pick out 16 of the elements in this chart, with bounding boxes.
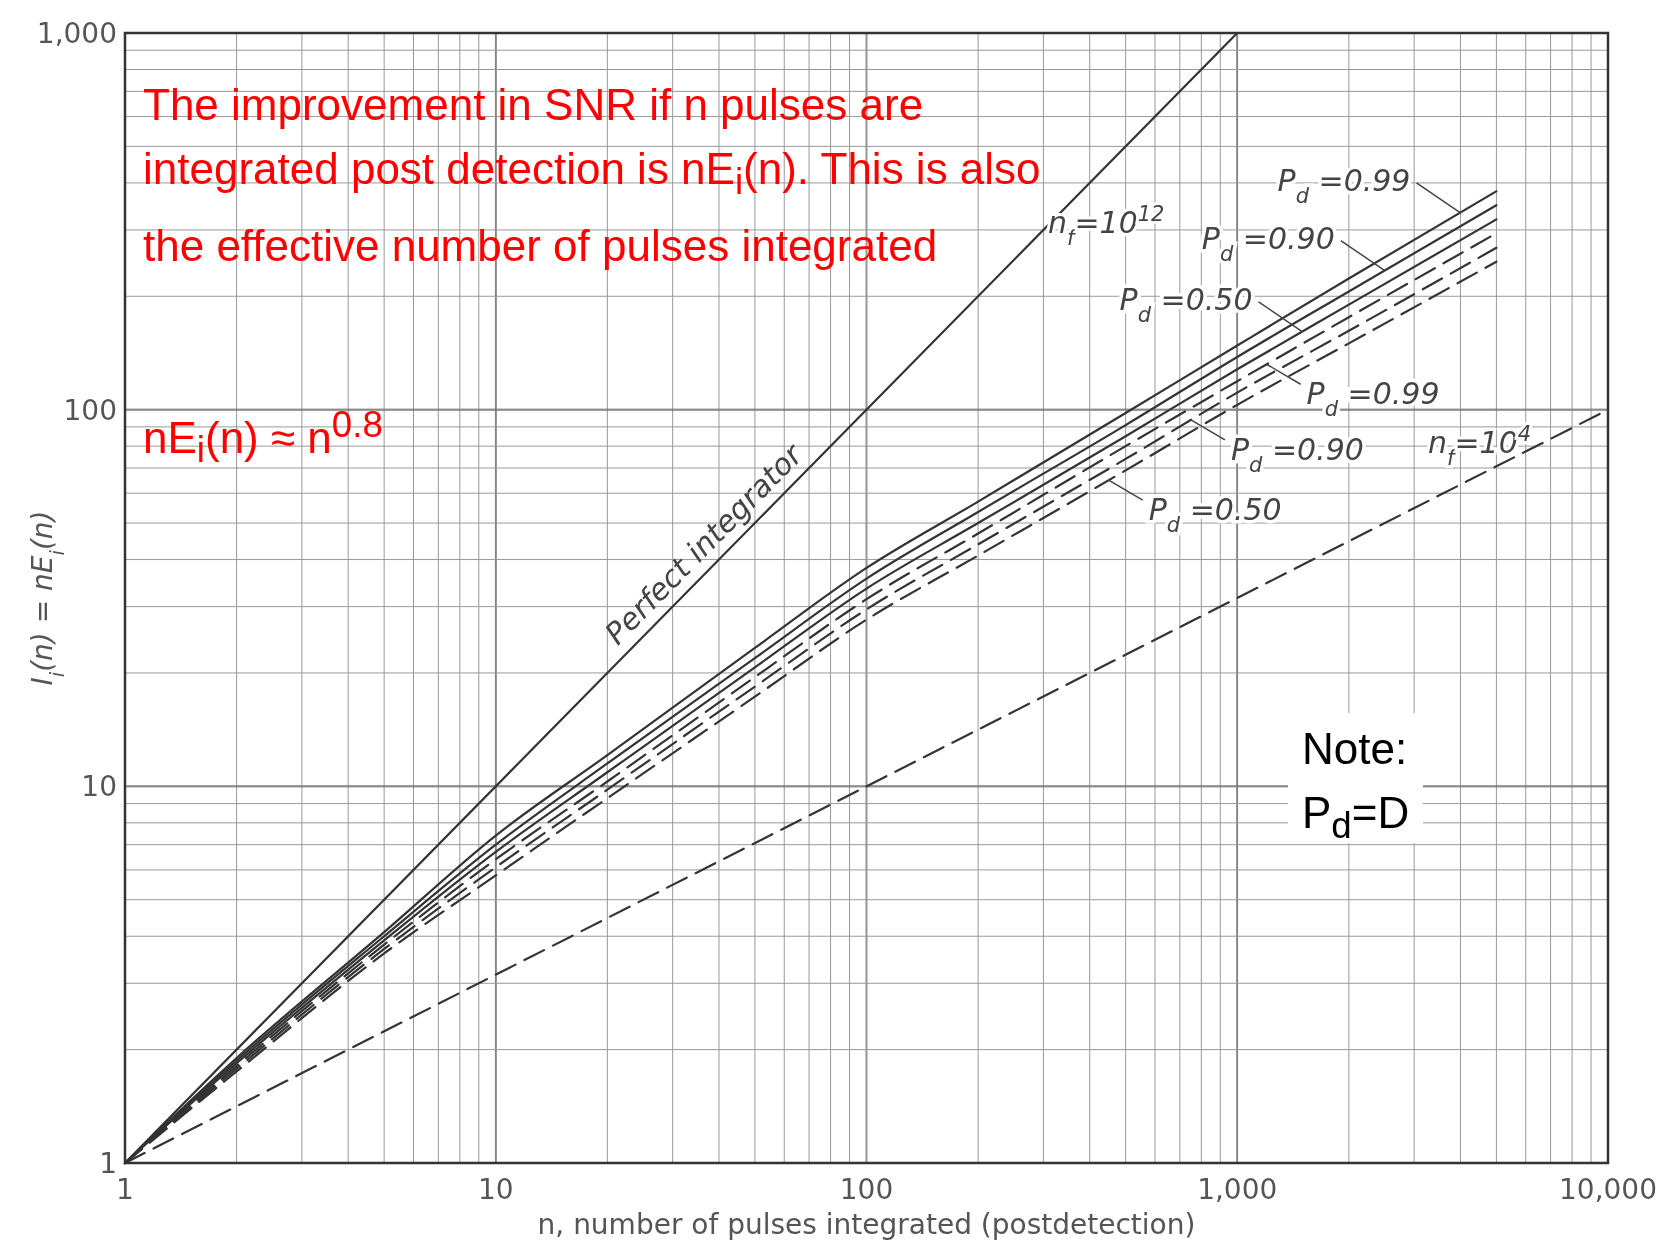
y-tick-label: 10 bbox=[81, 770, 117, 804]
annotation: P$_{d}$ =0.90 bbox=[1201, 220, 1335, 266]
y-tick-label: 1 bbox=[99, 1147, 117, 1180]
y-tick-label: 100 bbox=[63, 393, 117, 427]
x-tick-label: 10 bbox=[477, 1173, 514, 1206]
annotation: n$_{f}$=10$^{4}$ bbox=[1428, 422, 1532, 470]
annotation: n$_{f}$=10$^{12}$ bbox=[1048, 202, 1165, 250]
x-tick-label: 10,000 bbox=[1559, 1173, 1657, 1206]
y-tick-label: 1,000 bbox=[36, 17, 117, 50]
annotation: Note: P$_{d}$=D bbox=[1301, 723, 1411, 845]
x-tick-label: 1,000 bbox=[1197, 1173, 1278, 1206]
x-axis-title: n, number of pulses integrated (postdetection) bbox=[537, 1208, 1196, 1241]
annotation: The improvement in SNR if n pulses are integrated post detection is nE$_{i}$(n). This is also the effective number of pulses integrated bbox=[143, 79, 1042, 272]
annotation: nE$_{i}$(n) ≈ n$^{0.8}$ bbox=[143, 403, 383, 465]
x-tick-label: 100 bbox=[839, 1173, 894, 1206]
annotation: P$_{d}$ =0.99 bbox=[1277, 162, 1411, 208]
